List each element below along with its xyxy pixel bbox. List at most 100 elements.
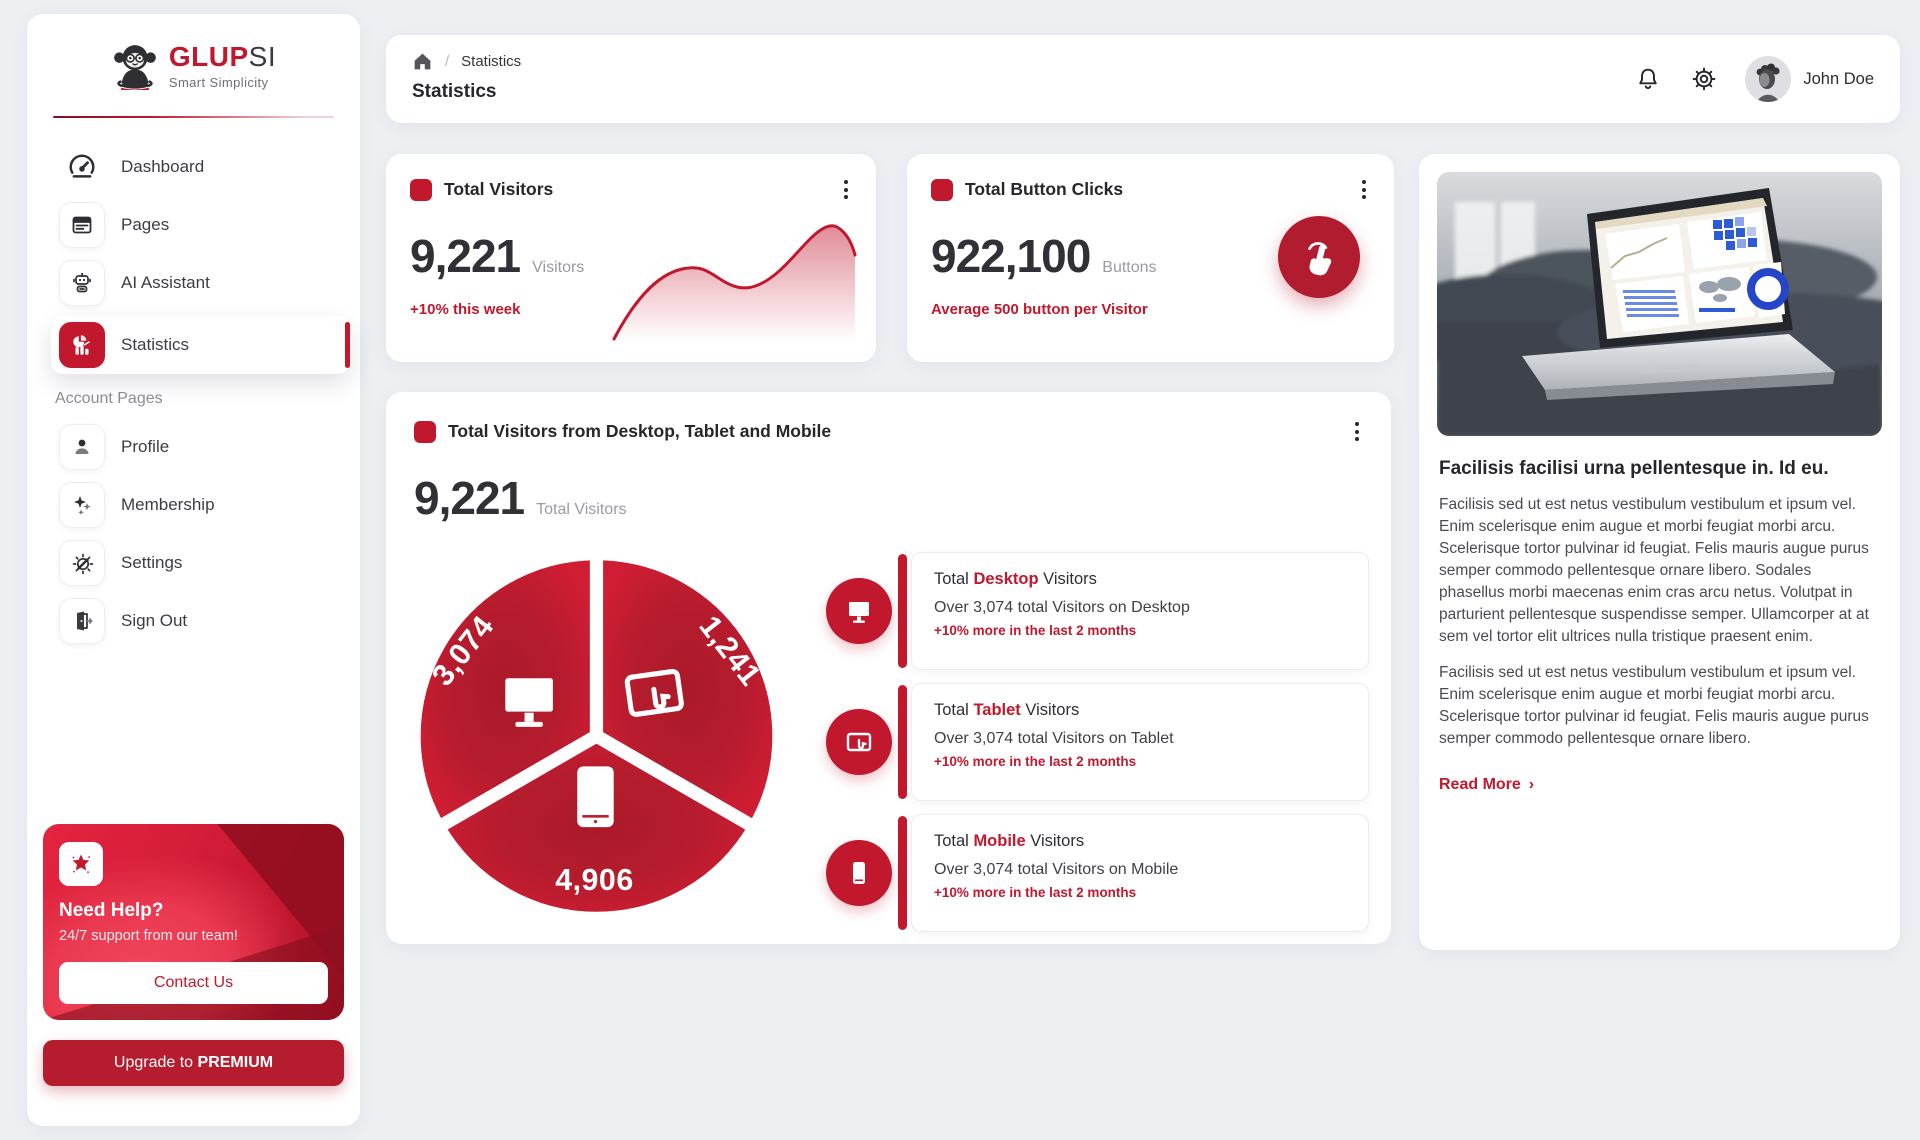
brand-name: GLUPSI	[168, 40, 277, 72]
help-card: Need Help? 24/7 support from our team! C…	[43, 824, 344, 1020]
device-row-desktop: Total Desktop Visitors Over 3,074 total …	[826, 552, 1369, 670]
mobile-icon	[577, 766, 614, 828]
article-paragraph-2: Facilisis sed ut est netus vestibulum ve…	[1439, 664, 1869, 747]
upgrade-prefix: Upgrade to	[113, 1054, 198, 1071]
bell-icon	[1639, 68, 1658, 89]
sidebar-item-statistics[interactable]: Statistics	[51, 316, 350, 374]
topbar: / Statistics Statistics	[386, 35, 1900, 123]
card-title: Total Visitors	[444, 179, 554, 199]
upgrade-emphasis: PREMIUM	[197, 1054, 274, 1071]
tablet-icon	[826, 709, 892, 775]
sidebar-item-label: Sign Out	[121, 611, 188, 630]
help-title: Need Help?	[59, 900, 164, 921]
user-name: John Doe	[1803, 69, 1874, 88]
breadcrumb-separator: /	[445, 53, 450, 70]
sidebar-item-label: Settings	[121, 553, 183, 572]
read-more-link[interactable]: Read More ›	[1439, 776, 1534, 794]
visitors-delta: +10% this week	[410, 301, 521, 318]
statistics-icon	[59, 322, 105, 368]
clicks-note: Average 500 button per Visitor	[931, 301, 1148, 318]
device-row-accent-bar	[898, 816, 907, 930]
device-detail: Over 3,074 total Visitors on Desktop	[934, 599, 1190, 616]
device-delta: +10% more in the last 2 months	[934, 885, 1137, 900]
kebab-menu-button[interactable]	[1351, 418, 1363, 445]
kebab-menu-button[interactable]	[1358, 176, 1370, 203]
user-menu[interactable]: John Doe	[1745, 56, 1874, 102]
article-heading: Facilisis facilisi urna pellentesque in.…	[1439, 458, 1829, 479]
device-row-accent-bar	[898, 554, 907, 668]
device-row-tablet: Total Tablet Visitors Over 3,074 total V…	[826, 683, 1369, 801]
clicks-unit: Buttons	[1102, 259, 1157, 276]
article-card: Facilisis facilisi urna pellentesque in.…	[1419, 154, 1900, 950]
contact-us-button[interactable]: Contact Us	[59, 962, 328, 1004]
red-square-badge	[414, 420, 436, 443]
tap-click-icon	[1278, 216, 1360, 298]
visitors-value: 9,221	[410, 230, 521, 282]
upgrade-premium-button[interactable]: Upgrade to PREMIUM	[43, 1040, 344, 1086]
robot-icon	[59, 260, 105, 306]
device-delta: +10% more in the last 2 months	[934, 754, 1137, 769]
sidebar-item-ai-assistant[interactable]: AI Assistant	[51, 254, 336, 312]
button-clicks-card: Total Button Clicks 922,100 Buttons Aver…	[907, 154, 1394, 362]
breadcrumb-current: Statistics	[461, 53, 522, 70]
notifications-button[interactable]	[1633, 64, 1663, 94]
pie-value-mobile: 4,906	[555, 863, 634, 897]
device-rows: Total Desktop Visitors Over 3,074 total …	[826, 552, 1369, 932]
star-icon	[59, 842, 103, 886]
device-delta: +10% more in the last 2 months	[934, 623, 1137, 638]
device-row-accent-bar	[898, 685, 907, 799]
sidebar-item-label: AI Assistant	[121, 273, 210, 292]
gear-icon	[1692, 67, 1716, 91]
breadcrumb: / Statistics	[412, 51, 1874, 72]
sidebar-item-pages[interactable]: Pages	[51, 196, 336, 254]
sidebar-item-membership[interactable]: Membership	[51, 476, 336, 534]
sidebar-item-label: Pages	[121, 215, 170, 234]
sidebar-item-sign-out[interactable]: Sign Out	[51, 592, 336, 650]
page-title: Statistics	[412, 81, 497, 102]
device-detail: Over 3,074 total Visitors on Mobile	[934, 861, 1179, 878]
sidebar-item-label: Profile	[121, 437, 170, 456]
red-square-badge	[931, 178, 953, 201]
home-icon[interactable]	[412, 51, 433, 72]
sidebar-item-settings[interactable]: Settings	[51, 534, 336, 592]
speedometer-icon	[59, 144, 105, 190]
red-square-badge	[410, 178, 432, 201]
mobile-icon	[826, 840, 892, 906]
clicks-value: 922,100	[931, 230, 1091, 282]
desktop-icon	[826, 578, 892, 644]
avatar	[1745, 56, 1792, 102]
sidebar-item-profile[interactable]: Profile	[51, 418, 336, 476]
sidebar-item-label: Membership	[121, 495, 215, 514]
brand-tagline: Smart Simplicity	[168, 74, 269, 90]
pie-segment-tablet	[589, 547, 786, 834]
devices-breakdown-card: Total Visitors from Desktop, Tablet and …	[386, 392, 1391, 944]
visitors-unit: Visitors	[532, 259, 585, 276]
card-title: Total Visitors from Desktop, Tablet and …	[448, 421, 832, 441]
device-detail: Over 3,074 total Visitors on Tablet	[934, 730, 1174, 747]
sparkles-icon	[59, 482, 105, 528]
sidebar-item-label: Statistics	[121, 335, 190, 354]
device-row-mobile: Total Mobile Visitors Over 3,074 total V…	[826, 814, 1369, 932]
settings-button[interactable]	[1689, 64, 1719, 94]
sidebar-item-dashboard[interactable]: Dashboard	[51, 138, 336, 196]
sidebar: GLUPSI Smart Simplicity Dashboard	[27, 14, 360, 1126]
desktop-icon	[505, 678, 553, 727]
door-exit-icon	[59, 598, 105, 644]
devices-pie-chart: 3,074 1,241 4,906	[404, 540, 789, 932]
person-icon	[59, 424, 105, 470]
tablet-icon	[624, 668, 684, 717]
card-title: Total Button Clicks	[965, 179, 1124, 199]
article-paragraph-1: Facilisis sed ut est netus vestibulum ve…	[1439, 496, 1869, 645]
help-subtitle: 24/7 support from our team!	[59, 928, 238, 944]
pages-icon	[59, 202, 105, 248]
visitors-area-chart	[612, 224, 857, 342]
device-row-card: Total Desktop Visitors Over 3,074 total …	[911, 552, 1369, 670]
device-row-card: Total Tablet Visitors Over 3,074 total V…	[911, 683, 1369, 801]
sidebar-item-label: Dashboard	[121, 157, 205, 176]
chevron-right-icon: ›	[1528, 776, 1535, 793]
laptop-photo	[1437, 172, 1882, 436]
devices-total-value: 9,221	[414, 472, 525, 524]
total-visitors-card: Total Visitors 9,221 Visitors +10% this …	[386, 154, 876, 362]
kebab-menu-button[interactable]	[840, 176, 852, 203]
